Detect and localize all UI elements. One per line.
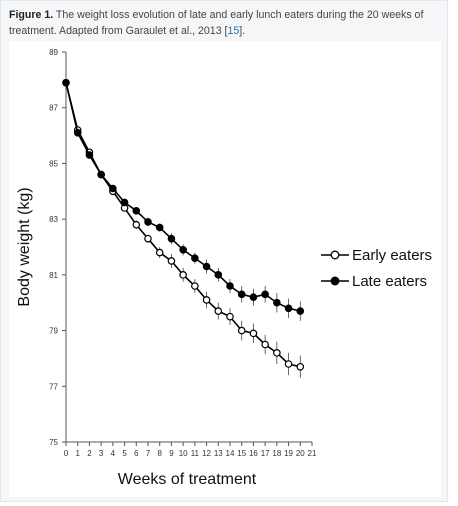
data-point	[179, 245, 187, 254]
x-tick-label: 14	[226, 449, 235, 458]
data-point	[237, 290, 246, 299]
series-layer	[62, 78, 305, 378]
data-point	[191, 282, 199, 290]
data-point	[132, 220, 141, 229]
data-point	[120, 198, 129, 207]
y-tick-label: 77	[49, 382, 58, 391]
data-point	[144, 218, 152, 226]
x-tick-label: 5	[122, 449, 127, 458]
series-line	[65, 82, 301, 368]
chart-area: 75 77 79 81 83 85 87 89 0 1 2 3 4 5 6 7 8 9 10 11 12 13 14 15 16…	[9, 41, 441, 497]
y-tick-label: 85	[49, 159, 58, 168]
figure-label: Figure 1.	[9, 9, 54, 21]
x-tick-label: 10	[179, 449, 188, 458]
x-tick-label: 3	[99, 449, 104, 458]
data-point	[85, 151, 94, 159]
y-tick-label: 79	[49, 327, 58, 336]
x-tick-label: 11	[191, 449, 200, 458]
data-point	[214, 271, 223, 279]
series-early-eaters	[62, 78, 305, 378]
y-tick-label: 89	[49, 48, 58, 57]
x-tick-label: 18	[272, 449, 281, 458]
y-tick-label: 87	[49, 104, 58, 113]
data-point	[296, 362, 305, 371]
data-point	[155, 223, 164, 232]
y-tick-label: 81	[49, 271, 58, 280]
y-tick-label: 75	[49, 438, 58, 447]
data-point	[155, 248, 164, 257]
x-tick-label: 21	[308, 449, 317, 458]
x-tick-label: 1	[75, 449, 80, 458]
legend-label: Early eaters	[352, 247, 432, 264]
x-tick-label: 16	[249, 449, 258, 458]
x-axis-title: Weeks of treatment	[118, 471, 257, 488]
figure-caption: Figure 1. The weight loss evolution of l…	[9, 8, 445, 39]
data-point	[202, 296, 211, 304]
figure-panel: Figure 1. The weight loss evolution of l…	[0, 0, 448, 502]
legend-label: Late eaters	[352, 273, 427, 290]
caption-tail: ].	[239, 24, 246, 37]
y-axis-title: Body weight (kg)	[16, 187, 33, 306]
caption-text: The weight loss evolution of late and ea…	[9, 9, 424, 37]
data-point	[191, 254, 199, 262]
y-tick-label: 83	[49, 215, 58, 224]
x-tick-label: 12	[202, 449, 211, 458]
data-point	[273, 298, 281, 307]
data-point	[261, 340, 269, 349]
data-point	[62, 78, 70, 87]
x-tick-label: 8	[157, 449, 162, 458]
x-tick-label: 20	[296, 449, 305, 458]
legend-marker	[330, 250, 340, 260]
data-point	[226, 312, 234, 321]
data-point	[261, 290, 269, 299]
x-tick-label: 19	[284, 449, 293, 458]
data-point	[132, 206, 141, 215]
legend-marker	[330, 276, 340, 286]
legend: Early eaters Late eaters	[321, 247, 432, 290]
data-point	[237, 326, 246, 335]
data-point	[179, 271, 187, 279]
x-tick-label: 15	[237, 449, 246, 458]
data-point	[167, 234, 176, 243]
data-point	[284, 360, 293, 368]
x-tick-label: 7	[146, 449, 151, 458]
data-point	[167, 257, 176, 265]
data-point	[226, 282, 234, 290]
x-tick-label: 4	[111, 449, 116, 458]
x-tick-label: 17	[261, 449, 270, 458]
data-point	[249, 329, 258, 338]
data-point	[73, 128, 82, 137]
data-point	[214, 307, 223, 315]
data-point	[109, 184, 117, 193]
data-point	[202, 262, 211, 271]
data-point	[296, 307, 305, 315]
x-tick-label: 0	[64, 449, 69, 458]
data-point	[273, 349, 281, 357]
x-tick-label: 2	[87, 449, 92, 458]
x-tick-label: 13	[214, 449, 223, 458]
data-point	[97, 170, 105, 179]
data-point	[144, 234, 152, 243]
data-point	[249, 293, 258, 301]
x-tick-label: 9	[169, 449, 174, 458]
series-late-eaters	[62, 78, 305, 321]
data-point	[284, 304, 293, 313]
x-tick-label: 6	[134, 449, 139, 458]
reference-link[interactable]: 15	[227, 24, 240, 37]
